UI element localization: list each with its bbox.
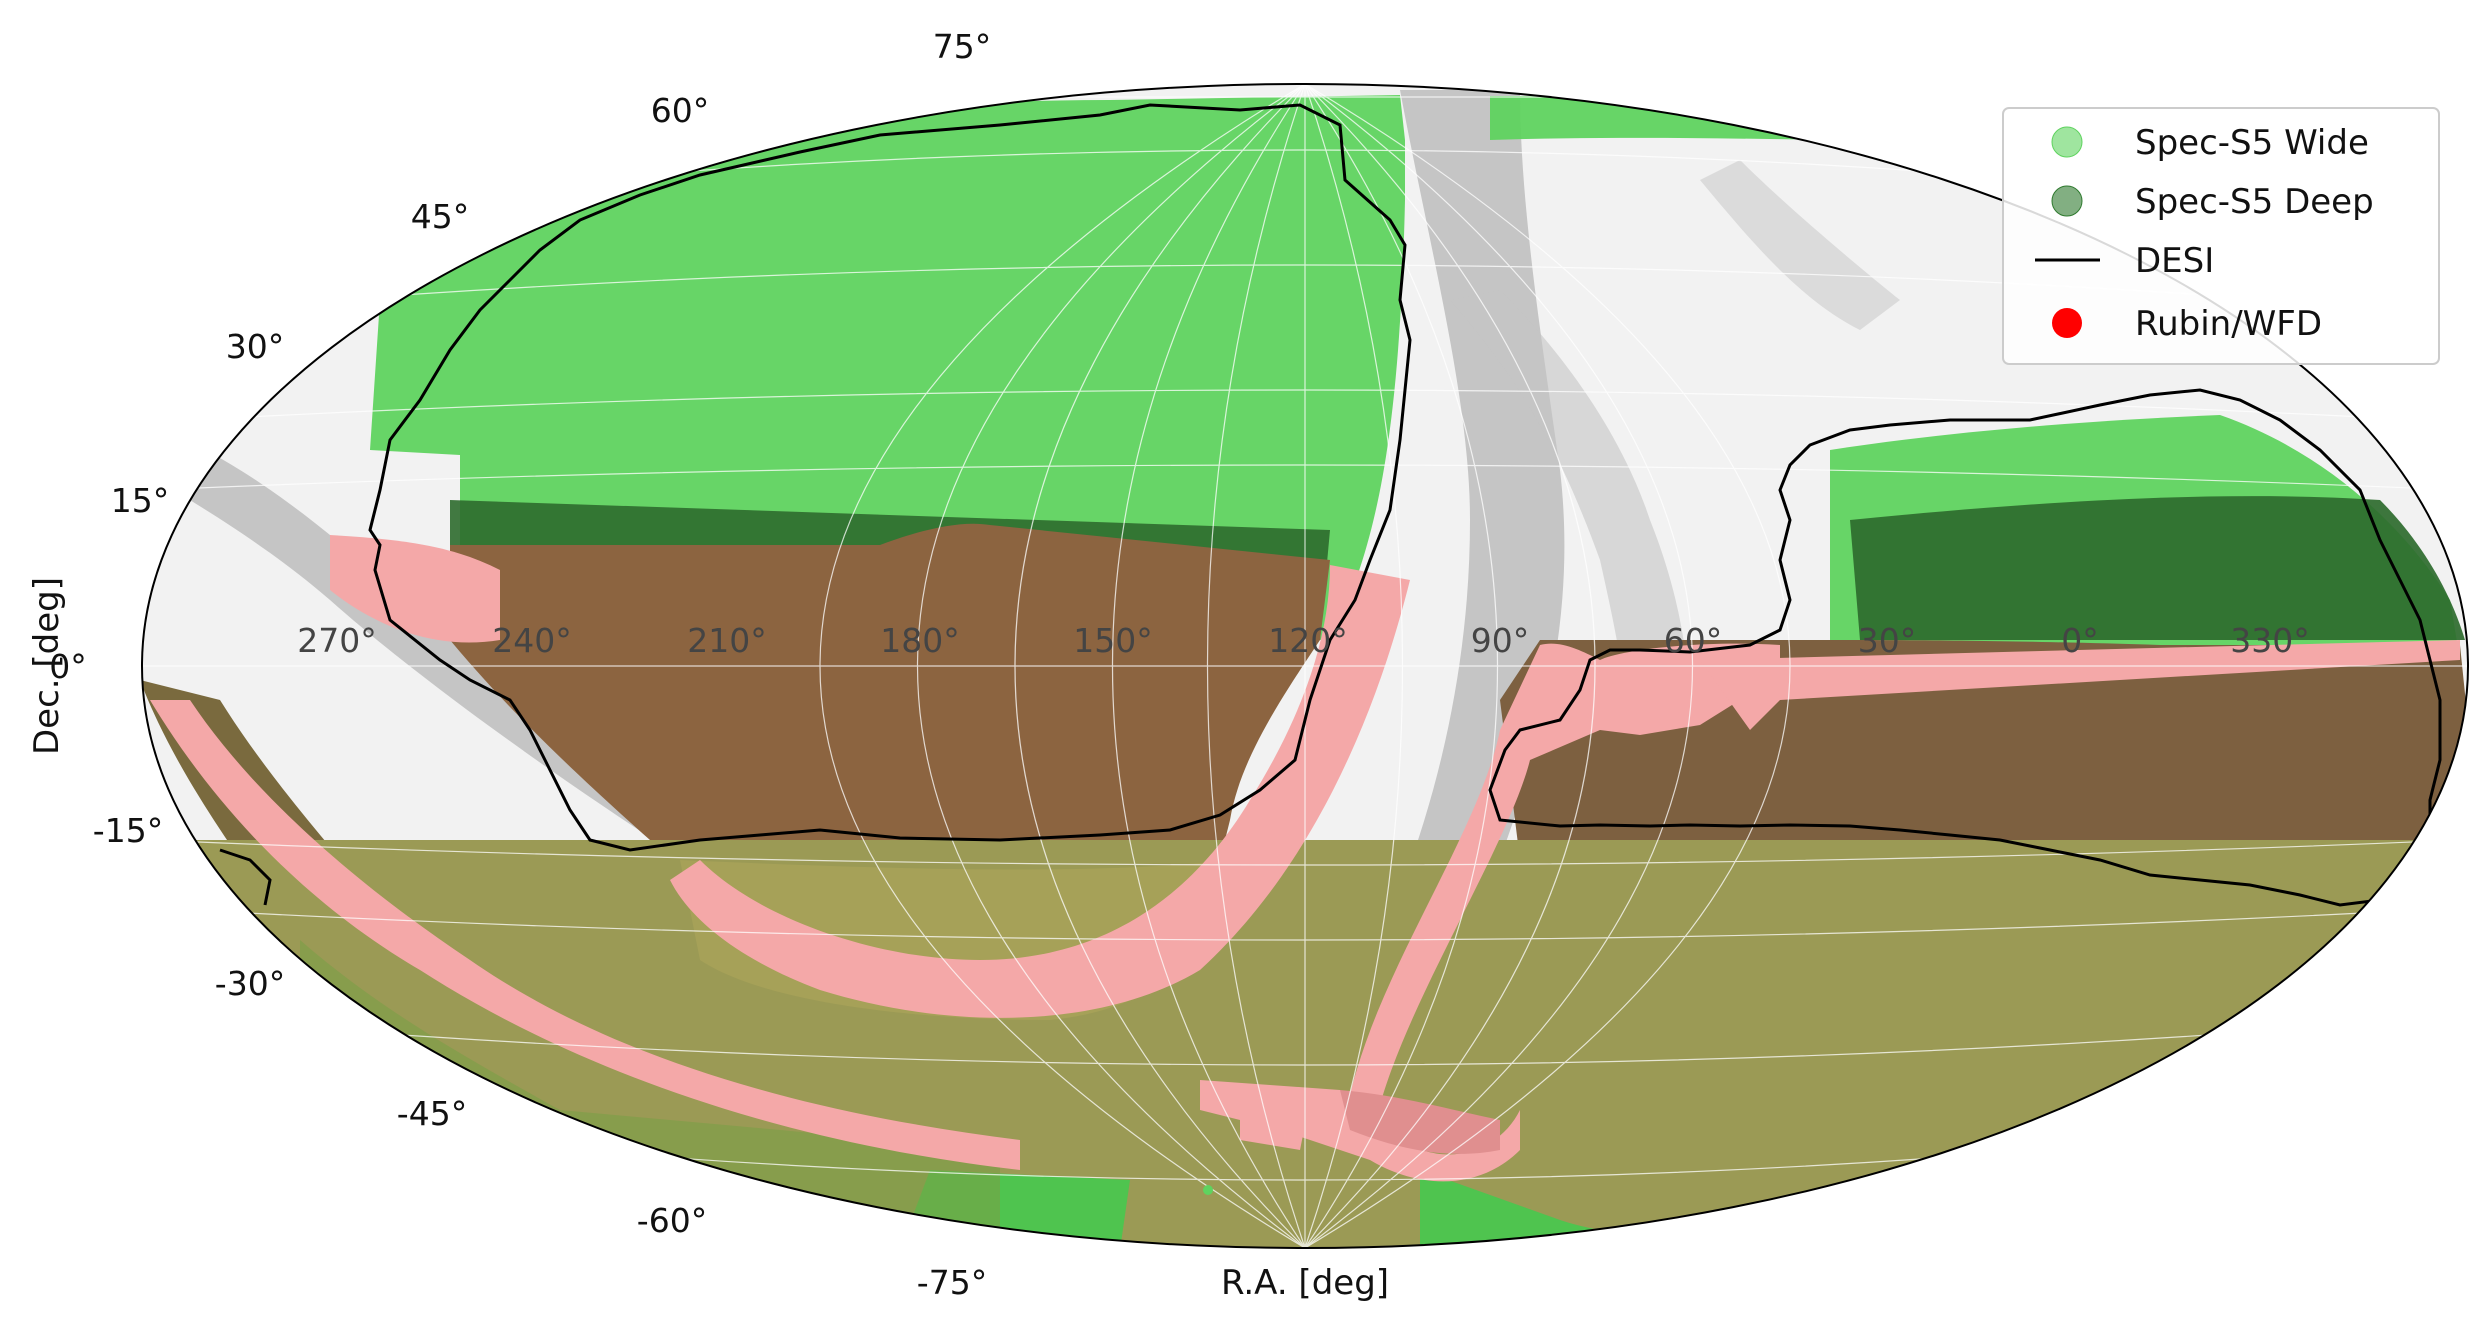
dec-tick-75: 75°: [933, 27, 992, 66]
dec-tick-0: 0°: [49, 647, 87, 686]
legend: Spec-S5 Wide Spec-S5 Deep DESI Rubin/WFD: [2002, 107, 2440, 365]
overlap-south: [150, 840, 2468, 1248]
overlap-north-west: [450, 523, 1330, 866]
dec-tick-m30: -30°: [215, 964, 285, 1003]
legend-label-deep: Spec-S5 Deep: [2135, 182, 2374, 222]
dec-tick-30: 30°: [226, 327, 285, 366]
dec-tick-m15: -15°: [93, 811, 163, 850]
small-field-marker: [1203, 1185, 1213, 1195]
graticule: [142, 84, 2468, 1248]
dec-tick-m60: -60°: [637, 1201, 707, 1240]
ra-tick-270: 270°: [297, 621, 377, 660]
desi-footprint: [219, 103, 2442, 907]
y-axis-label: Dec. [deg]: [27, 577, 67, 755]
ra-tick-90: 90°: [1471, 621, 1530, 660]
dec-tick-45: 45°: [411, 197, 470, 236]
legend-frame: [2002, 107, 2440, 365]
spec-s5-deep-east: [1850, 496, 2465, 640]
dec-tick-15: 15°: [111, 481, 170, 520]
ra-tick-60: 60°: [1664, 621, 1723, 660]
legend-marker-rubin: [2052, 308, 2082, 338]
legend-label-wide: Spec-S5 Wide: [2135, 123, 2369, 163]
projection-boundary: [141, 83, 2469, 1249]
legend-marker-wide: [2051, 126, 2083, 158]
ra-tick-0: 0°: [2061, 621, 2099, 660]
ra-tick-labels: 270° 240° 210° 180° 150° 120° 90° 60° 30…: [297, 621, 2310, 660]
legend-label-rubin: Rubin/WFD: [2135, 304, 2322, 344]
legend-marker-deep: [2051, 185, 2083, 217]
dec-tick-m45: -45°: [397, 1094, 467, 1133]
x-axis-label: R.A. [deg]: [1221, 1263, 1389, 1303]
ra-tick-240: 240°: [492, 621, 572, 660]
dec-tick-m75: -75°: [917, 1263, 987, 1302]
ra-tick-30: 30°: [1858, 621, 1917, 660]
dec-tick-labels: 75° 60° 45° 30° 15° 0° -15° -30° -45° -6…: [49, 27, 991, 1302]
legend-label-desi: DESI: [2135, 241, 2214, 281]
ra-tick-330: 330°: [2230, 621, 2310, 660]
ra-tick-180: 180°: [880, 621, 960, 660]
ra-tick-150: 150°: [1073, 621, 1153, 660]
spec-s5-wide-north-east: [1490, 95, 2010, 145]
rubin-dense-patch: [1340, 1090, 1500, 1154]
dec-tick-60: 60°: [651, 91, 710, 130]
ra-tick-210: 210°: [687, 621, 767, 660]
ra-tick-120: 120°: [1268, 621, 1348, 660]
